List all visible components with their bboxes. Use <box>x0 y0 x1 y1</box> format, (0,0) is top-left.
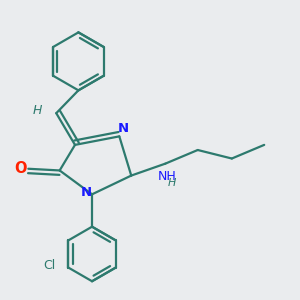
Text: O: O <box>14 160 27 175</box>
Text: Cl: Cl <box>44 260 56 272</box>
Text: NH: NH <box>158 170 176 183</box>
Text: H: H <box>167 178 176 188</box>
Text: H: H <box>33 104 42 117</box>
Text: N: N <box>118 122 129 135</box>
Text: N: N <box>80 186 92 199</box>
